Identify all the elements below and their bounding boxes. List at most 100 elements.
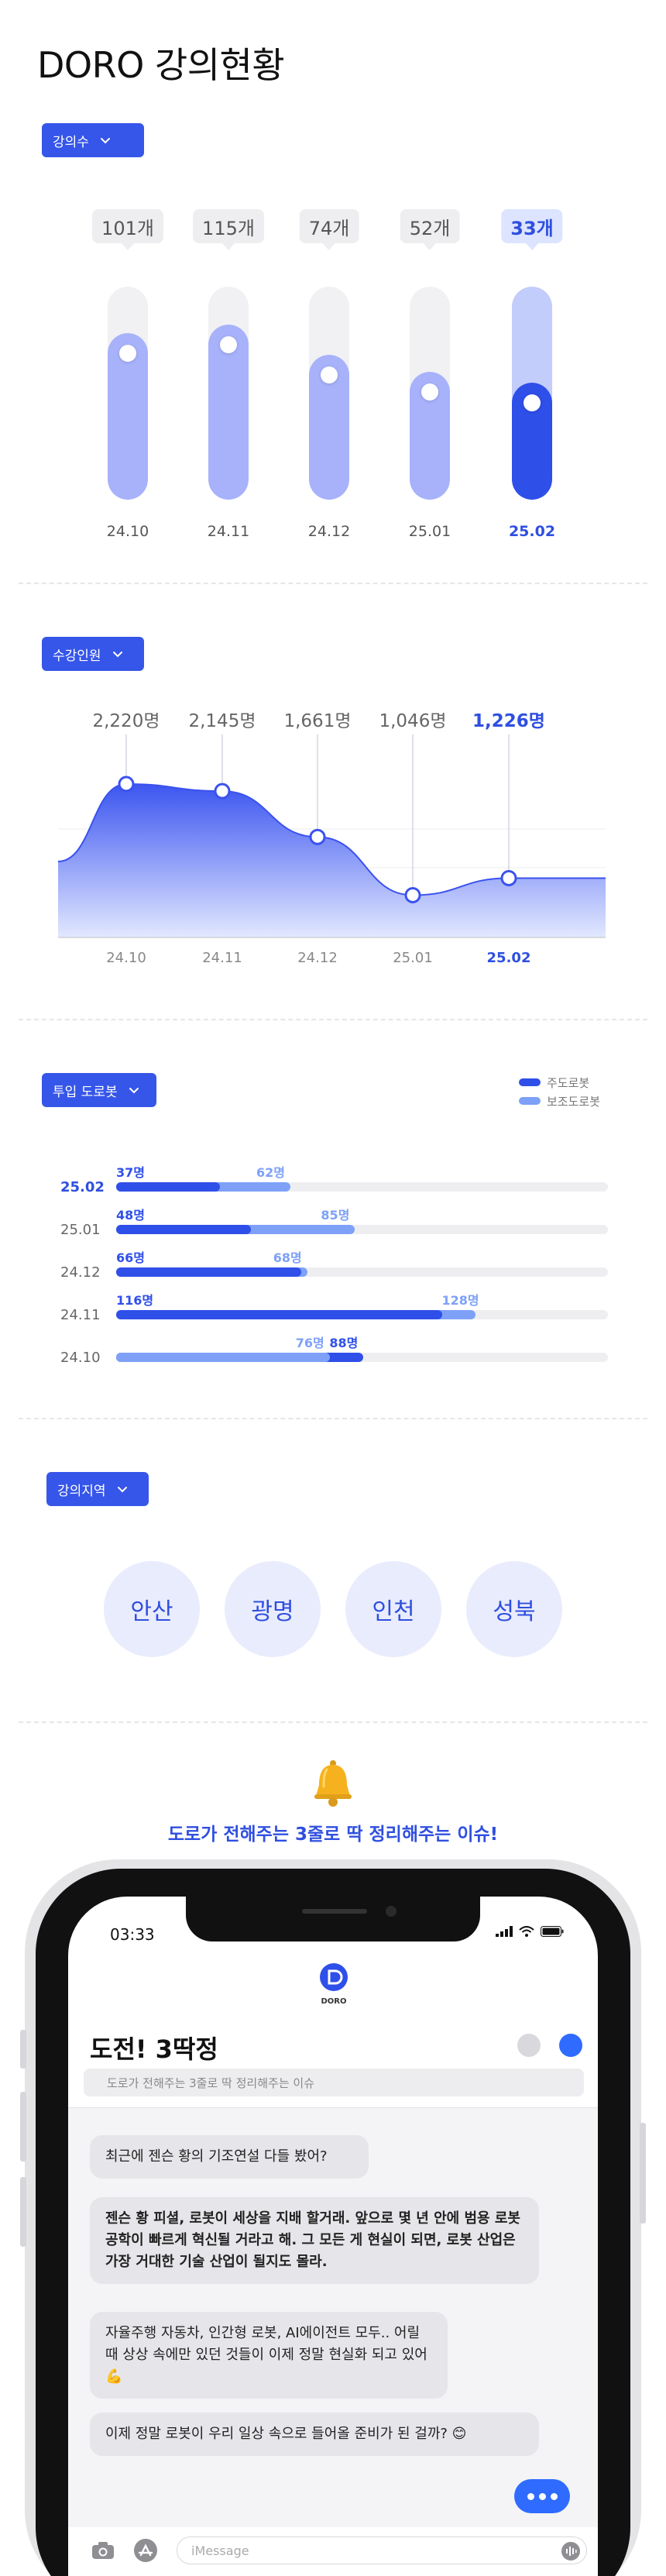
blue-circle-icon[interactable] bbox=[559, 2034, 582, 2057]
legend-swatch bbox=[519, 1078, 541, 1086]
legend-item-assist: 보조도로봇 bbox=[519, 1092, 600, 1110]
pill-fill bbox=[208, 325, 249, 500]
bar-category-label: 24.10 bbox=[60, 1350, 101, 1366]
data-point bbox=[404, 886, 421, 903]
gray-circle-icon[interactable] bbox=[517, 2034, 541, 2057]
main-robot-value: 116명 bbox=[116, 1293, 154, 1308]
chevron-down-icon bbox=[100, 138, 110, 144]
x-tick-label: 24.11 bbox=[202, 950, 242, 966]
bar-main-robot bbox=[116, 1267, 302, 1277]
pill-dot bbox=[524, 394, 541, 411]
assist-robot-value: 85명 bbox=[321, 1208, 350, 1223]
section-divider bbox=[19, 1721, 647, 1723]
data-value-label: 2,220명 bbox=[92, 713, 160, 731]
pill-track bbox=[512, 287, 552, 500]
section-divider bbox=[19, 583, 647, 584]
legend-item-main: 주도로봇 bbox=[519, 1073, 600, 1092]
imessage-placeholder: iMessage bbox=[191, 2543, 249, 2558]
chat-bubble: 이제 정말 로봇이 우리 일상 속으로 들어올 준비가 된 걸까? 😊 bbox=[90, 2413, 539, 2456]
pill-x-label: 24.10 bbox=[106, 523, 149, 540]
regions-dropdown[interactable]: 강의지역 bbox=[46, 1472, 149, 1506]
data-point bbox=[500, 869, 517, 886]
status-icons bbox=[496, 1926, 564, 1937]
lecture-count-dropdown[interactable]: 강의수 bbox=[42, 123, 144, 157]
data-value-label: 1,661명 bbox=[283, 713, 351, 731]
region-seongbuk[interactable]: 성북 bbox=[466, 1561, 562, 1657]
camera-icon[interactable] bbox=[91, 2541, 115, 2560]
bar-main-robot bbox=[116, 1225, 252, 1234]
data-value-label: 1,226명 bbox=[472, 713, 545, 731]
pill-value-label: 74개 bbox=[299, 209, 359, 250]
bar-category-label: 24.11 bbox=[60, 1307, 101, 1323]
chevron-down-icon bbox=[112, 652, 122, 658]
bar-category-label: 25.01 bbox=[60, 1222, 101, 1238]
region-incheon[interactable]: 인천 bbox=[345, 1561, 441, 1657]
chat-bubble: 최근에 젠슨 황의 기조연설 다들 봤어? bbox=[90, 2135, 369, 2179]
pill-track bbox=[208, 287, 249, 500]
section-divider bbox=[19, 1019, 647, 1020]
robots-legend: 주도로봇 보조도로봇 bbox=[519, 1073, 600, 1110]
wifi-icon bbox=[519, 1926, 534, 1937]
issue-tagline: 도로가 전해주는 3줄로 딱 정리해주는 이슈! bbox=[167, 1825, 499, 1845]
x-tick-label: 24.10 bbox=[106, 950, 146, 966]
region-ansan[interactable]: 안산 bbox=[104, 1561, 200, 1657]
pill-value-label: 52개 bbox=[400, 209, 460, 250]
dropdown-label: 강의수 bbox=[53, 134, 89, 150]
region-gwangmyeong[interactable]: 광명 bbox=[225, 1561, 321, 1657]
main-robot-value: 66명 bbox=[116, 1250, 145, 1265]
doro-logo-text: DORO bbox=[321, 1997, 347, 2006]
pill-track bbox=[309, 287, 349, 500]
phone-side-button bbox=[20, 2030, 26, 2069]
phone-notch bbox=[186, 1897, 480, 1941]
x-tick-label: 25.02 bbox=[487, 950, 531, 966]
bell-icon bbox=[314, 1760, 352, 1807]
notch-camera bbox=[386, 1906, 397, 1917]
bar-row-24.11: 24.11 116명 128명 bbox=[54, 1290, 612, 1329]
pill-dot bbox=[220, 336, 237, 353]
phone-side-button bbox=[20, 2092, 26, 2162]
robots-dropdown[interactable]: 투입 도로봇 bbox=[42, 1073, 156, 1107]
legend-label: 주도로봇 bbox=[547, 1075, 590, 1090]
bar-category-label: 24.12 bbox=[60, 1264, 101, 1281]
pill-bar-25.01: 52개 25.01 bbox=[391, 209, 469, 550]
bar-row-25.01: 25.01 48명 85명 bbox=[54, 1205, 612, 1243]
students-area-chart: 2,220명 24.10 2,145명 24.11 1,661명 24.12 1,046명 2… bbox=[57, 713, 606, 966]
app-store-icon[interactable] bbox=[133, 2538, 158, 2563]
pill-dot bbox=[119, 345, 136, 362]
bar-row-24.10: 24.10 88명 76명 bbox=[54, 1333, 612, 1371]
dropdown-label: 투입 도로봇 bbox=[53, 1084, 118, 1100]
pill-bar-25.02: 33개 25.02 bbox=[493, 209, 571, 550]
battery-icon bbox=[541, 1926, 564, 1937]
signal-icon bbox=[496, 1926, 513, 1937]
data-point bbox=[309, 828, 326, 845]
pill-bar-24.10: 101개 24.10 bbox=[89, 209, 166, 550]
assist-robot-value: 128명 bbox=[441, 1293, 479, 1308]
pill-value-label: 101개 bbox=[92, 209, 163, 250]
page-title: DORO 강의현황 bbox=[37, 44, 285, 86]
chevron-down-icon bbox=[117, 1487, 127, 1493]
bar-row-25.02: 25.02 37명 62명 bbox=[54, 1162, 612, 1201]
bar-category-label: 25.02 bbox=[60, 1179, 105, 1195]
bar-assist-robot bbox=[116, 1353, 330, 1362]
chat-bubble: 자율주행 자동차, 인간형 로봇, AI에이전트 모두.. 어릴 때 상상 속에… bbox=[90, 2312, 448, 2399]
imessage-input[interactable]: iMessage bbox=[177, 2536, 587, 2564]
pill-track bbox=[410, 287, 450, 500]
chevron-down-icon bbox=[129, 1088, 139, 1094]
students-dropdown[interactable]: 수강인원 bbox=[42, 637, 144, 671]
phone-side-button bbox=[640, 2123, 646, 2223]
audio-icon[interactable] bbox=[561, 2541, 581, 2561]
data-point bbox=[214, 782, 231, 800]
notch-speaker bbox=[302, 1909, 367, 1914]
status-time: 03:33 bbox=[110, 1925, 155, 1944]
bar-main-robot bbox=[116, 1310, 442, 1319]
main-robot-value: 37명 bbox=[116, 1165, 145, 1180]
dropdown-label: 수강인원 bbox=[53, 648, 101, 664]
phone-side-button bbox=[20, 2177, 26, 2247]
data-value-label: 2,145명 bbox=[188, 713, 256, 731]
pill-value-label: 33개 bbox=[501, 209, 563, 250]
chat-subtitle: 도로가 전해주는 3줄로 딱 정리해주는 이슈 bbox=[84, 2069, 584, 2096]
x-tick-label: 25.01 bbox=[393, 950, 433, 966]
area-fill bbox=[58, 784, 606, 937]
pill-track bbox=[108, 287, 148, 500]
typing-indicator bbox=[514, 2479, 570, 2513]
